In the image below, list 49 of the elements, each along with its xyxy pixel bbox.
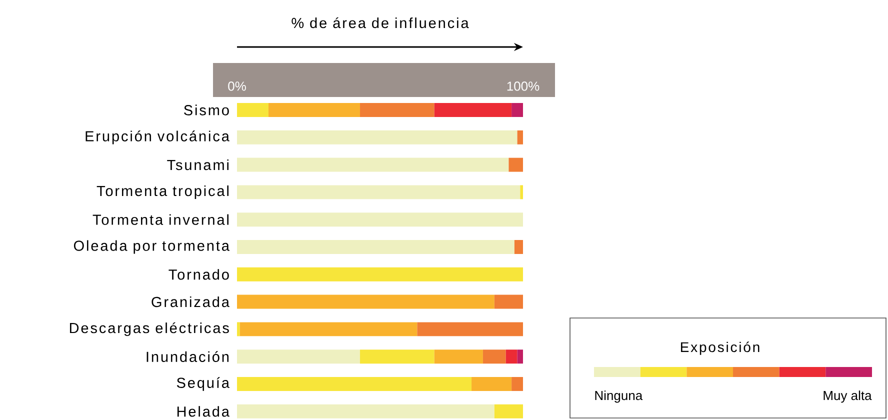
- bar: [237, 350, 360, 364]
- y-tick-label: Tornado: [168, 269, 229, 280]
- bar: [514, 240, 524, 254]
- bar: [237, 294, 494, 309]
- bar: [360, 102, 434, 117]
- bar: [237, 185, 520, 200]
- bar: [268, 102, 360, 117]
- x-axis-title: % de área de influencia: [292, 17, 469, 28]
- bar: [517, 130, 524, 144]
- bar: [434, 102, 512, 117]
- bar: [506, 350, 518, 364]
- bar: [237, 102, 268, 117]
- x-tick-label: 0%: [228, 82, 246, 91]
- bar: [417, 322, 524, 336]
- bar: [237, 212, 524, 227]
- bar: [237, 158, 509, 172]
- bar: [237, 240, 514, 254]
- bar: [512, 376, 524, 391]
- bar: [494, 294, 524, 309]
- bar: [482, 350, 506, 364]
- y-tick-label: Tormenta invernal: [92, 214, 228, 225]
- y-tick-label: Descargas eléctricas: [70, 322, 229, 336]
- bar: [472, 376, 512, 391]
- legend-label: Muy alta: [824, 390, 872, 403]
- bar: [240, 322, 418, 336]
- y-tick-label: Sequía: [176, 377, 230, 391]
- y-tick-label: Helada: [177, 406, 230, 417]
- y-tick-label: Inundación: [146, 351, 229, 362]
- y-tick-label: Erupción volcánica: [86, 130, 230, 144]
- bar: [508, 158, 524, 172]
- bar: [494, 404, 524, 418]
- y-tick-label: Sismo: [184, 104, 229, 116]
- x-tick-label: 100%: [507, 82, 540, 91]
- bar: [434, 350, 483, 364]
- bar: [520, 185, 524, 200]
- legend-label: Ninguna: [595, 390, 643, 403]
- bar: [512, 102, 524, 117]
- bar: [237, 376, 472, 391]
- y-tick-label: Granizada: [152, 296, 230, 308]
- bar: [237, 404, 494, 418]
- y-tick-label: Tsunami: [167, 159, 228, 170]
- legend-title: Exposición: [680, 342, 760, 355]
- bar: [237, 267, 524, 282]
- bar: [237, 130, 518, 144]
- bar: [237, 322, 240, 336]
- bar: [360, 350, 434, 364]
- bar: [517, 350, 524, 364]
- y-tick-label: Oleada por tormenta: [74, 240, 230, 254]
- y-tick-label: Tormenta tropical: [96, 185, 228, 199]
